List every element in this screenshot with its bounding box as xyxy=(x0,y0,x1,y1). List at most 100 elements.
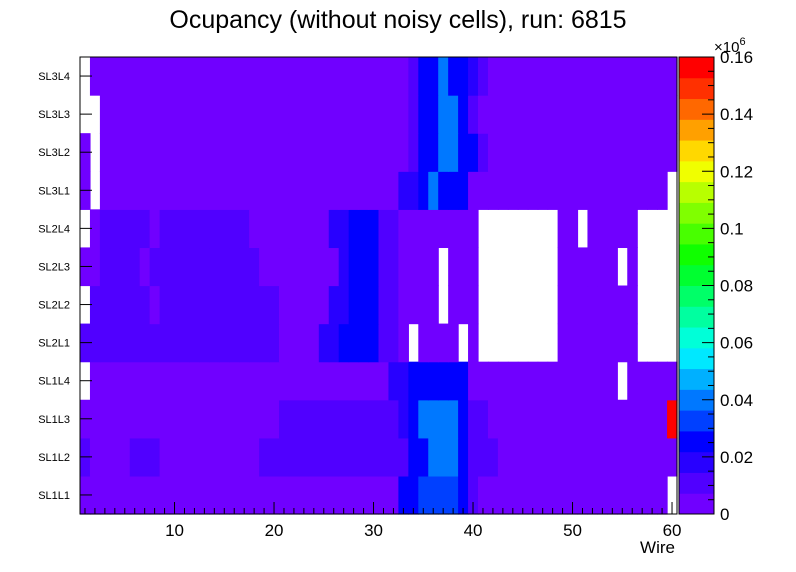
heatmap-cell xyxy=(308,247,320,287)
heatmap-cell xyxy=(239,361,250,401)
heatmap-cell xyxy=(298,95,310,134)
heatmap-cell xyxy=(149,133,161,172)
heatmap-cell xyxy=(229,361,240,401)
x-axis-label: Wire xyxy=(640,538,675,557)
heatmap-cell xyxy=(348,361,360,401)
heatmap-cell xyxy=(179,171,191,210)
heatmap-cell xyxy=(199,171,210,210)
heatmap-cell xyxy=(378,209,390,249)
heatmap-cell xyxy=(338,361,350,401)
heatmap-cell xyxy=(408,57,419,96)
heatmap-cell xyxy=(269,133,280,172)
heatmap-cell xyxy=(239,133,250,172)
heatmap-cell xyxy=(577,437,589,477)
heatmap-cell xyxy=(328,361,340,401)
heatmap-cell xyxy=(587,399,598,439)
heatmap-cell xyxy=(259,247,270,287)
heatmap-cell xyxy=(428,475,439,515)
heatmap-cell xyxy=(478,437,489,477)
heatmap-cell xyxy=(279,209,290,249)
heatmap-cell xyxy=(209,399,220,439)
heatmap-cell xyxy=(239,475,250,515)
heatmap-cell xyxy=(119,323,131,363)
heatmap-cell xyxy=(189,285,200,325)
heatmap-cell xyxy=(378,475,390,515)
heatmap-cell xyxy=(378,323,390,363)
heatmap-cell xyxy=(468,399,479,439)
heatmap-cell xyxy=(408,247,419,287)
heatmap-cell xyxy=(657,95,668,134)
heatmap-cell xyxy=(288,361,300,401)
heatmap-cell xyxy=(199,285,210,325)
heatmap-cell xyxy=(209,247,220,287)
heatmap-cell xyxy=(269,285,280,325)
heatmap-cell xyxy=(617,171,628,210)
heatmap-cell xyxy=(109,285,121,325)
heatmap-cell xyxy=(637,133,648,172)
heatmap-cell xyxy=(199,95,210,134)
heatmap-cell xyxy=(398,171,409,210)
heatmap-cell xyxy=(587,323,598,363)
heatmap-cell xyxy=(547,361,559,401)
heatmap-cell xyxy=(169,95,181,134)
heatmap-cell xyxy=(169,209,181,249)
plot-frame xyxy=(79,56,678,515)
heatmap-cell xyxy=(418,399,429,439)
color-scale-bar xyxy=(679,57,714,515)
heatmap-cell xyxy=(99,399,111,439)
heatmap-cell xyxy=(517,57,529,96)
heatmap-cell xyxy=(249,399,260,439)
heatmap-cell xyxy=(627,95,638,134)
color-scale-segment xyxy=(679,306,714,328)
heatmap-cell xyxy=(259,399,270,439)
heatmap-cell xyxy=(89,247,101,287)
heatmap-cell xyxy=(209,323,220,363)
heatmap-cell xyxy=(318,95,330,134)
heatmap-cell xyxy=(99,247,111,287)
heatmap-cell xyxy=(468,323,479,363)
heatmap-cell xyxy=(259,323,270,363)
heatmap-cell xyxy=(627,475,638,515)
heatmap-cell xyxy=(647,171,658,210)
heatmap-cell xyxy=(308,95,320,134)
heatmap-cell xyxy=(229,475,240,515)
heatmap-cell xyxy=(418,247,429,287)
heatmap-cell xyxy=(557,475,569,515)
heatmap-cell xyxy=(109,399,121,439)
color-scale-segment xyxy=(679,223,714,245)
heatmap-cell xyxy=(507,475,519,515)
heatmap-cell xyxy=(298,209,310,249)
heatmap-cell xyxy=(259,437,270,477)
heatmap-cell xyxy=(517,437,529,477)
heatmap-cell xyxy=(129,133,141,172)
heatmap-cell xyxy=(428,209,439,249)
heatmap-cell xyxy=(388,437,399,477)
heatmap-cell xyxy=(308,133,320,172)
heatmap-cell xyxy=(388,475,399,515)
heatmap-cell xyxy=(468,209,479,249)
heatmap-cell xyxy=(597,475,608,515)
color-scale-exponent: ×106 xyxy=(714,36,746,56)
heatmap-cell xyxy=(577,247,589,287)
heatmap-cell xyxy=(448,437,459,477)
heatmap-cell xyxy=(577,57,589,96)
heatmap-cell xyxy=(577,323,589,363)
heatmap-cell xyxy=(597,361,608,401)
heatmap-cell xyxy=(119,437,131,477)
heatmap-cell xyxy=(478,399,489,439)
heatmap-cell xyxy=(219,399,230,439)
heatmap-cell xyxy=(318,247,330,287)
chart-title: Ocupancy (without noisy cells), run: 681… xyxy=(169,6,626,34)
heatmap-cell xyxy=(627,361,638,401)
heatmap-cell xyxy=(617,323,628,363)
heatmap-cell xyxy=(119,95,131,134)
heatmap-cell xyxy=(318,475,330,515)
heatmap-cell xyxy=(557,171,569,210)
heatmap-cell xyxy=(627,209,638,249)
heatmap-cell xyxy=(109,247,121,287)
heatmap-cell xyxy=(288,323,300,363)
x-tick-label: 10 xyxy=(165,521,184,540)
heatmap-cell xyxy=(378,399,390,439)
heatmap-cell xyxy=(199,57,210,96)
heatmap-cell xyxy=(627,171,638,210)
